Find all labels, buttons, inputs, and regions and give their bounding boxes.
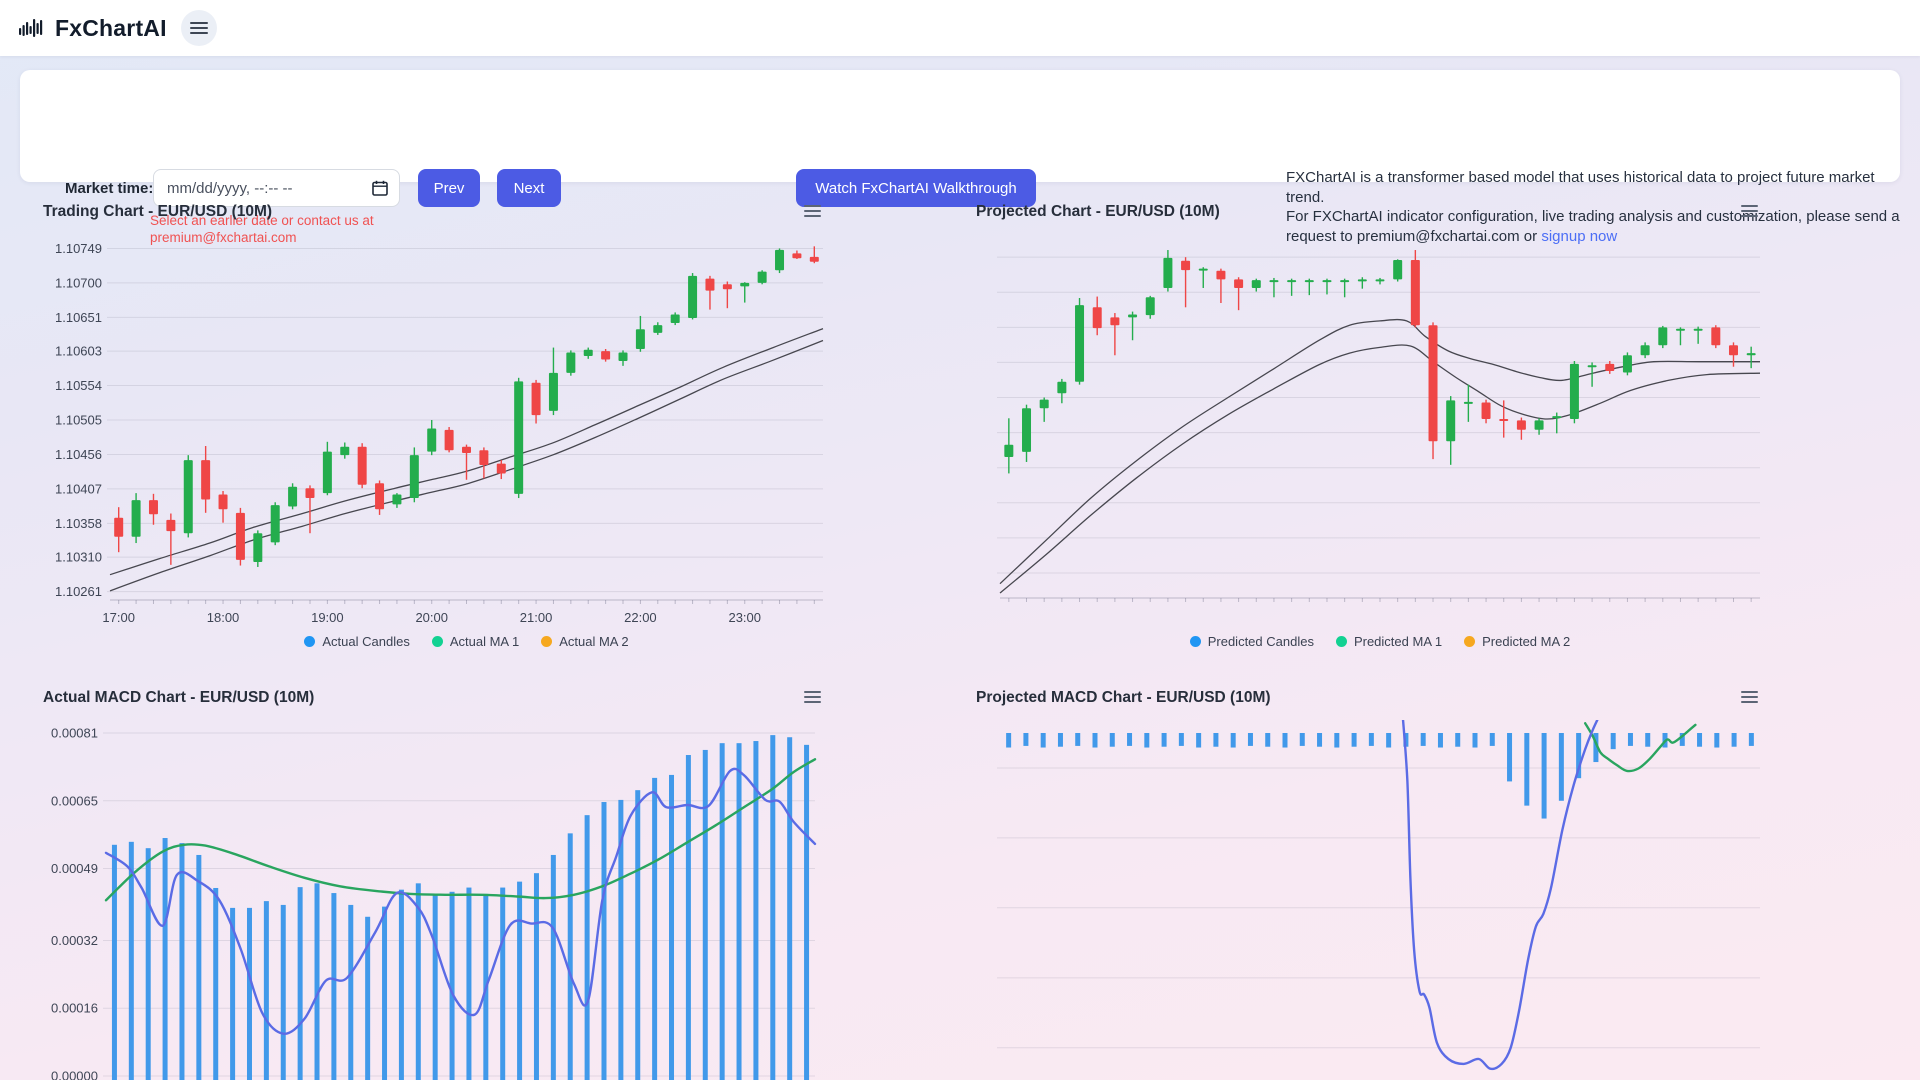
svg-text:0.00049: 0.00049 [51, 861, 98, 876]
error-line-1: Select an earlier date or contact us at [150, 213, 374, 228]
signup-link[interactable]: signup now [1541, 227, 1618, 245]
legend-label: Predicted MA 1 [1353, 633, 1443, 649]
legend-item[interactable]: Actual MA 2 [541, 633, 629, 649]
svg-text:0.00032: 0.00032 [51, 933, 98, 948]
legend-item[interactable]: Predicted MA 2 [1464, 634, 1570, 649]
brand-logo-icon [19, 18, 43, 37]
trading-chart-canvas[interactable]: 1.10749 1.10700 1.10651 1.10603 1.10554 1.105… [20, 235, 850, 635]
svg-text:1.10700: 1.10700 [55, 275, 102, 290]
brand[interactable]: FxChartAI [18, 15, 167, 42]
legend-item[interactable]: Predicted Candles [1189, 633, 1314, 649]
legend-label: Actual Candles [322, 633, 410, 649]
navbar: FxChartAI [0, 0, 1920, 56]
svg-text:0.00000: 0.00000 [51, 1069, 98, 1080]
projected-macd-chart-canvas[interactable] [960, 720, 1790, 1080]
projected-macd-chart-menu-icon[interactable] [1736, 685, 1762, 709]
hamburger-icon [803, 689, 821, 705]
svg-text:19:00: 19:00 [311, 610, 344, 625]
trading-chart-menu-icon[interactable] [799, 199, 825, 223]
market-time-input[interactable] [153, 169, 400, 207]
legend-label: Predicted Candles [1207, 633, 1314, 649]
svg-text:0.00065: 0.00065 [51, 793, 98, 808]
legend-dot-orange [1464, 635, 1476, 647]
legend-dot-green [1335, 635, 1347, 647]
projected-chart-title: Projected Chart - EUR/USD (10M) [976, 203, 1220, 220]
svg-text:1.10749: 1.10749 [55, 241, 102, 256]
info-line-2: For FXChartAI indicator configuration, l… [1286, 208, 1900, 225]
info-line-1: FXChartAI is a transformer based model t… [1286, 169, 1875, 206]
trading-chart-title: Trading Chart - EUR/USD (10M) [43, 203, 273, 220]
legend-dot-blue [1189, 635, 1201, 647]
about-text: FXChartAI is a transformer based model t… [1286, 168, 1906, 246]
svg-text:18:00: 18:00 [207, 610, 240, 625]
error-line-2: premium@fxchartai.com [150, 229, 297, 245]
date-error-message: Select an earlier date or contact us at … [150, 213, 450, 246]
hamburger-icon [189, 22, 208, 34]
legend-dot-green [431, 635, 443, 647]
svg-text:1.10651: 1.10651 [55, 310, 102, 325]
trading-chart-legend: Actual Candles Actual MA 1 Actual MA 2 [110, 631, 823, 651]
svg-text:1.10603: 1.10603 [55, 344, 102, 359]
legend-label: Predicted MA 2 [1482, 633, 1571, 649]
projected-macd-chart-title: Projected MACD Chart - EUR/USD (10M) [976, 689, 1271, 706]
brand-name: FxChartAI [55, 14, 167, 41]
svg-text:23:00: 23:00 [728, 610, 761, 625]
svg-text:1.10456: 1.10456 [55, 447, 102, 462]
actual-macd-chart-title: Actual MACD Chart - EUR/USD (10M) [43, 689, 315, 706]
svg-text:20:00: 20:00 [415, 610, 448, 625]
legend-dot-orange [541, 635, 553, 647]
next-button[interactable]: Next [497, 169, 561, 207]
legend-item[interactable]: Actual MA 1 [431, 633, 520, 649]
svg-text:0.00081: 0.00081 [51, 726, 98, 741]
svg-text:1.10554: 1.10554 [55, 378, 102, 393]
walkthrough-button[interactable]: Watch FxChartAI Walkthrough [796, 169, 1036, 207]
svg-text:17:00: 17:00 [102, 610, 135, 625]
legend-label: Actual MA 2 [559, 633, 629, 649]
control-card: Market time: Prev Next Watch FxChartAI W… [20, 70, 1900, 245]
svg-text:1.10407: 1.10407 [55, 481, 102, 496]
prev-button[interactable]: Prev [418, 169, 480, 207]
svg-text:22:00: 22:00 [624, 610, 657, 625]
svg-text:21:00: 21:00 [520, 610, 553, 625]
svg-text:1.10261: 1.10261 [55, 584, 102, 599]
svg-text:1.10358: 1.10358 [55, 516, 102, 531]
legend-item[interactable]: Actual Candles [304, 633, 410, 649]
hamburger-menu-button[interactable] [180, 10, 217, 46]
projected-chart-legend: Predicted Candles Predicted MA 1 Predicted… [1000, 631, 1760, 651]
legend-item[interactable]: Predicted MA 1 [1335, 633, 1443, 649]
projected-chart-menu-icon[interactable] [1736, 199, 1762, 223]
market-time-label: Market time: [65, 180, 154, 197]
actual-macd-chart-menu-icon[interactable] [799, 685, 825, 709]
hamburger-icon [803, 203, 821, 219]
legend-label: Actual MA 1 [449, 633, 520, 649]
hamburger-icon [1740, 203, 1758, 219]
hamburger-icon [1740, 689, 1758, 705]
svg-text:1.10505: 1.10505 [55, 413, 102, 428]
svg-text:0.00016: 0.00016 [51, 1001, 98, 1016]
projected-chart-canvas[interactable] [960, 235, 1790, 635]
svg-text:1.10310: 1.10310 [55, 550, 102, 565]
actual-macd-chart-canvas[interactable]: 0.00081 0.00065 0.00049 0.00032 0.00016 0.000… [20, 720, 850, 1080]
legend-dot-blue [304, 635, 316, 647]
info-line-3: request to premium@fxchartai.com or [1286, 227, 1542, 245]
